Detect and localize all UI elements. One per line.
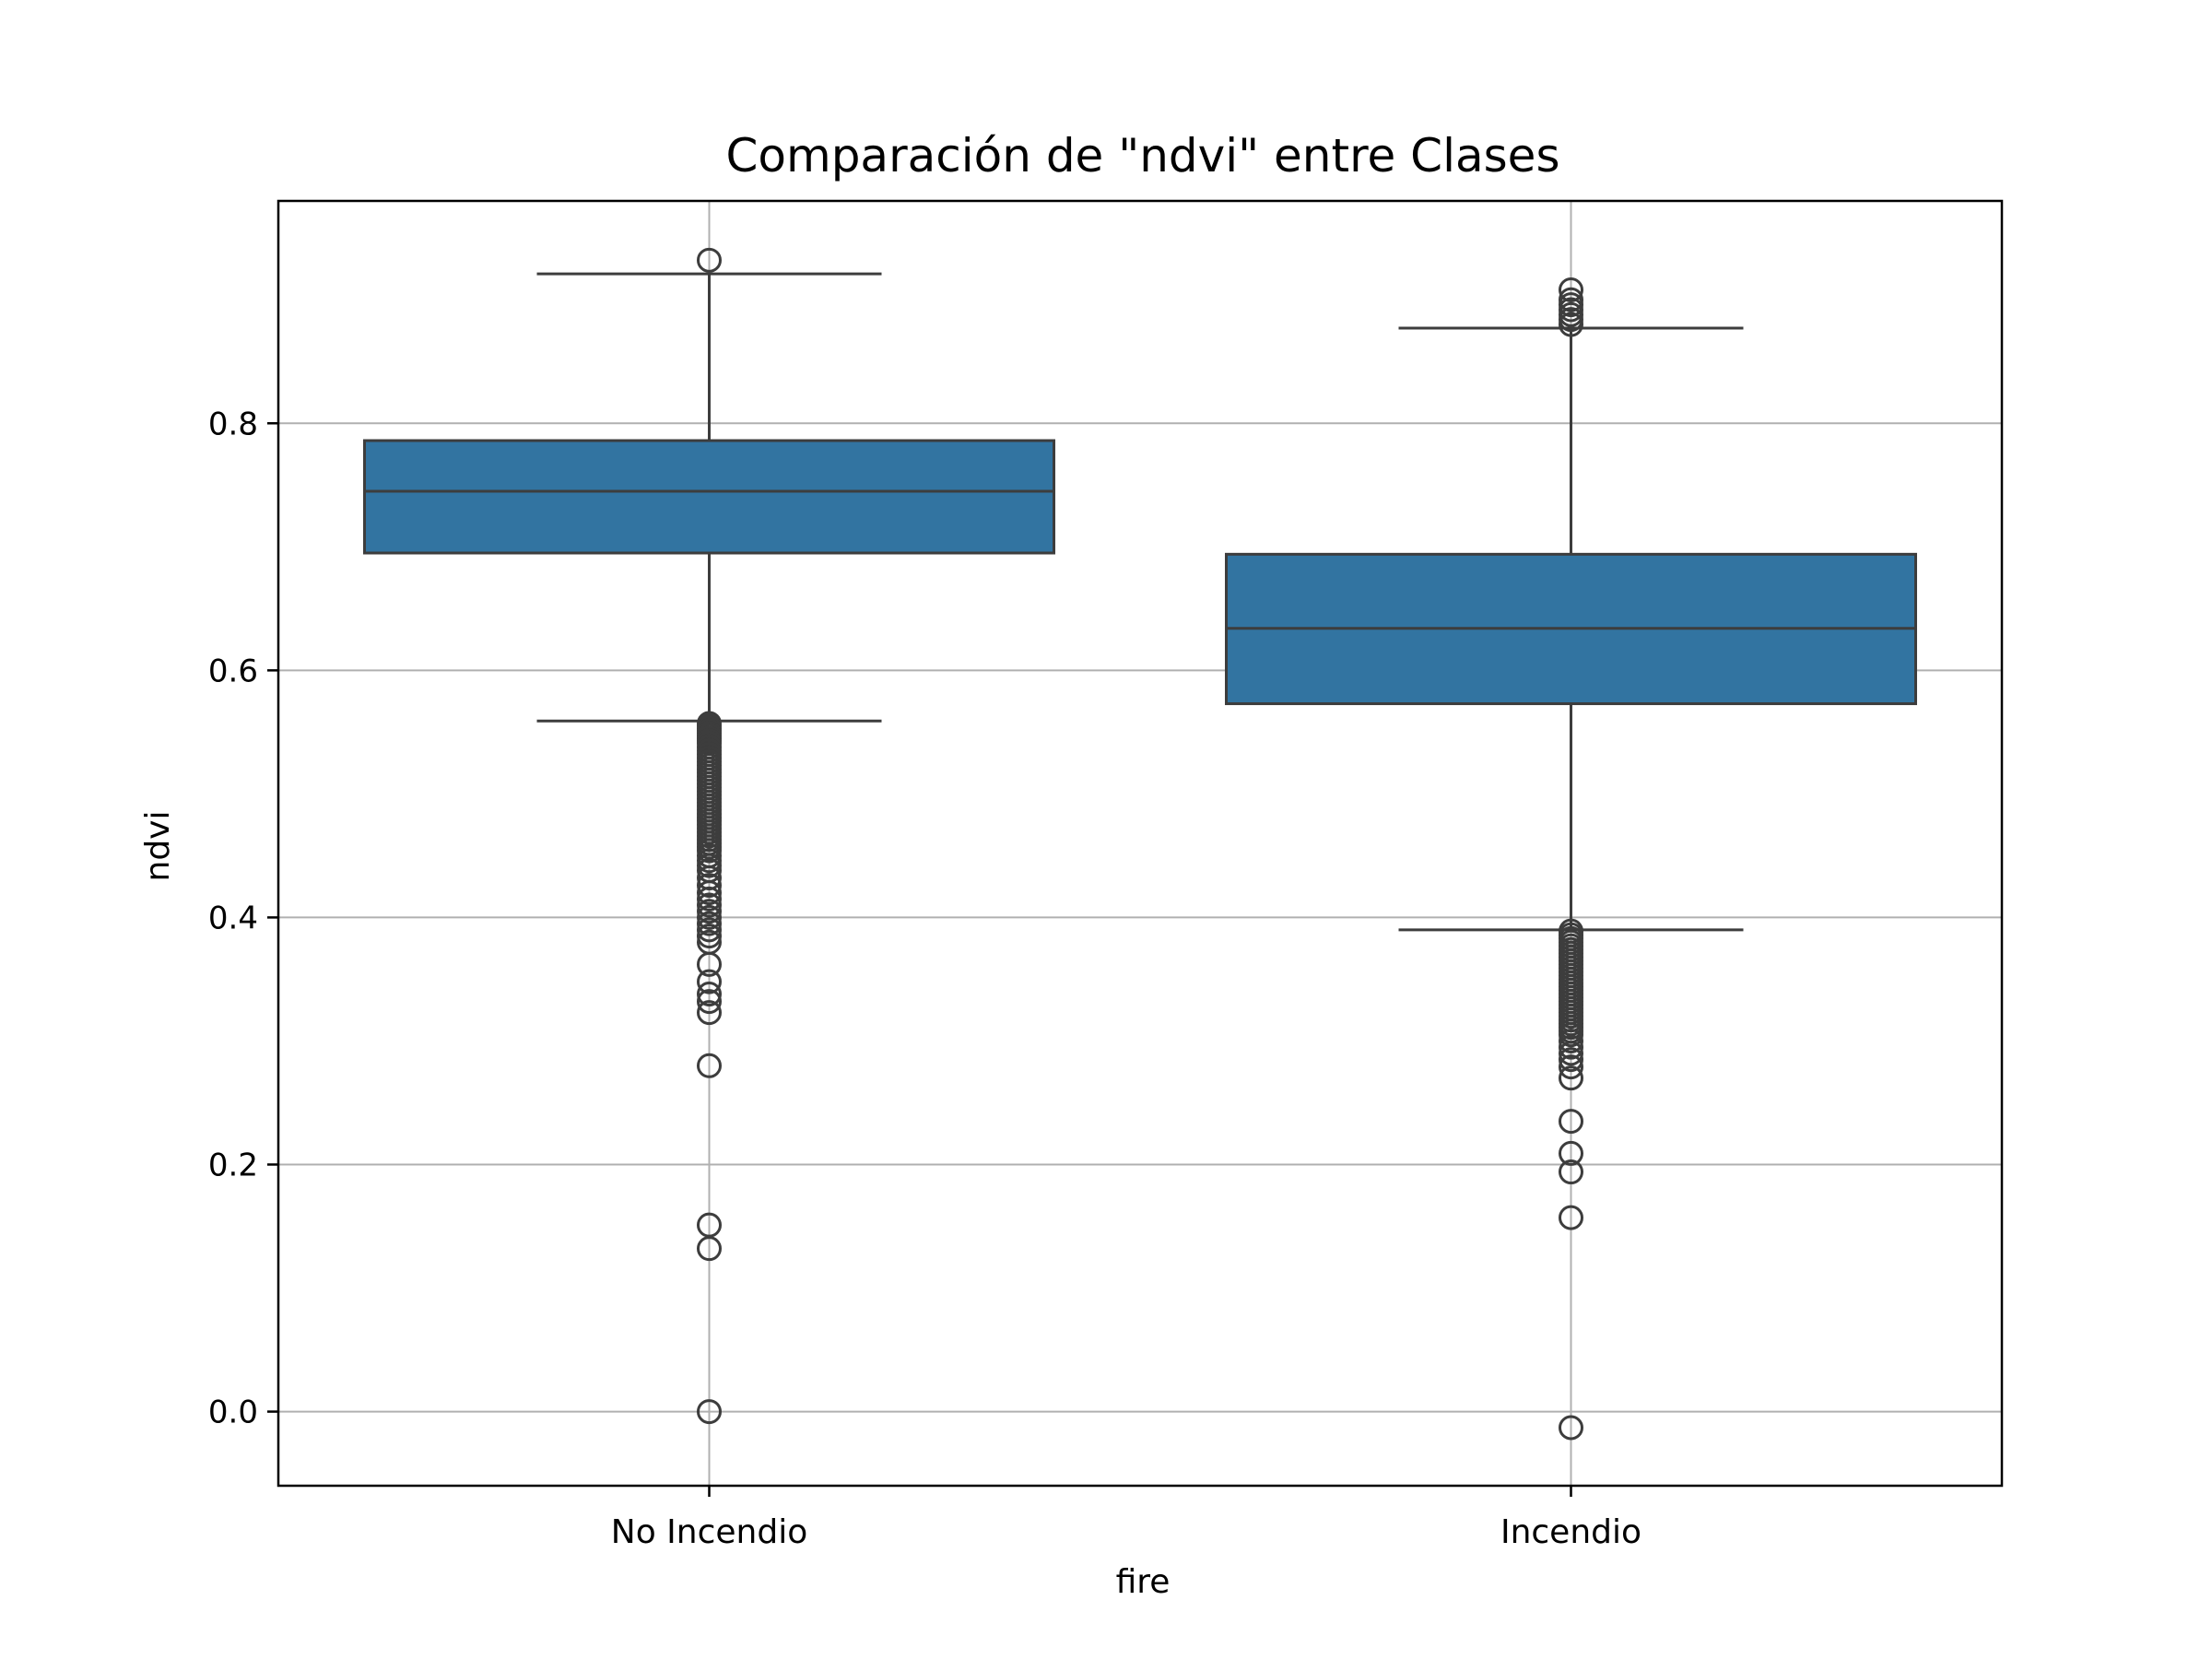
plot-frame — [276, 199, 2004, 1488]
outlier-point — [1559, 1415, 1583, 1441]
y-axis-label: ndvi — [139, 811, 177, 882]
grid-layer — [278, 201, 2002, 1486]
outlier-point — [697, 989, 722, 1015]
outlier-point — [1559, 1022, 1583, 1048]
outlier-point — [697, 1399, 722, 1425]
outlier-point — [1559, 1109, 1583, 1135]
outlier-point — [697, 904, 722, 930]
outlier-point — [697, 924, 722, 949]
outlier-point — [697, 969, 722, 994]
axis-layer: 0.0 0.2 0.4 0.6 0.8 No Incendio Incendio — [208, 199, 2004, 1551]
outlier-point — [1559, 1047, 1583, 1073]
outlier-point — [697, 1236, 722, 1262]
box-group-1 — [363, 247, 1055, 1425]
y-tick-label: 0.4 — [208, 900, 258, 936]
outlier-point — [1559, 277, 1583, 303]
box-layer — [363, 247, 1917, 1441]
x-tick-label: Incendio — [1500, 1513, 1641, 1551]
chart-title: Comparación de "ndvi" entre Clases — [725, 129, 1559, 182]
outlier-point — [1559, 1159, 1583, 1185]
x-axis-label: fire — [1116, 1563, 1171, 1601]
outlier-point — [697, 1053, 722, 1078]
outlier-point — [1559, 1034, 1583, 1060]
iqr-box — [363, 439, 1055, 555]
outlier-point — [697, 886, 722, 912]
outlier-point — [1559, 1065, 1583, 1091]
y-tick-label: 0.8 — [208, 406, 258, 442]
y-tick-label: 0.2 — [208, 1147, 258, 1184]
outlier-point — [697, 873, 722, 899]
box-group-2 — [1225, 277, 1917, 1441]
outlier-point — [697, 982, 722, 1007]
outlier-point — [1559, 1205, 1583, 1230]
outlier-point — [697, 892, 722, 918]
outlier-point — [697, 911, 722, 936]
outlier-point — [697, 1000, 722, 1026]
outlier-point — [697, 247, 722, 273]
outlier-point — [697, 951, 722, 977]
y-tick-label: 0.0 — [208, 1394, 258, 1431]
outlier-point — [697, 899, 722, 924]
outlier-point — [1559, 1041, 1583, 1066]
outlier-point — [697, 880, 722, 906]
outlier-point — [1559, 1140, 1583, 1166]
y-tick-label: 0.6 — [208, 653, 258, 689]
outlier-point — [1559, 312, 1583, 337]
outlier-point — [697, 917, 722, 943]
outlier-point — [1559, 1028, 1583, 1053]
x-tick-label: No Incendio — [611, 1513, 807, 1551]
outlier-point — [1559, 1054, 1583, 1080]
